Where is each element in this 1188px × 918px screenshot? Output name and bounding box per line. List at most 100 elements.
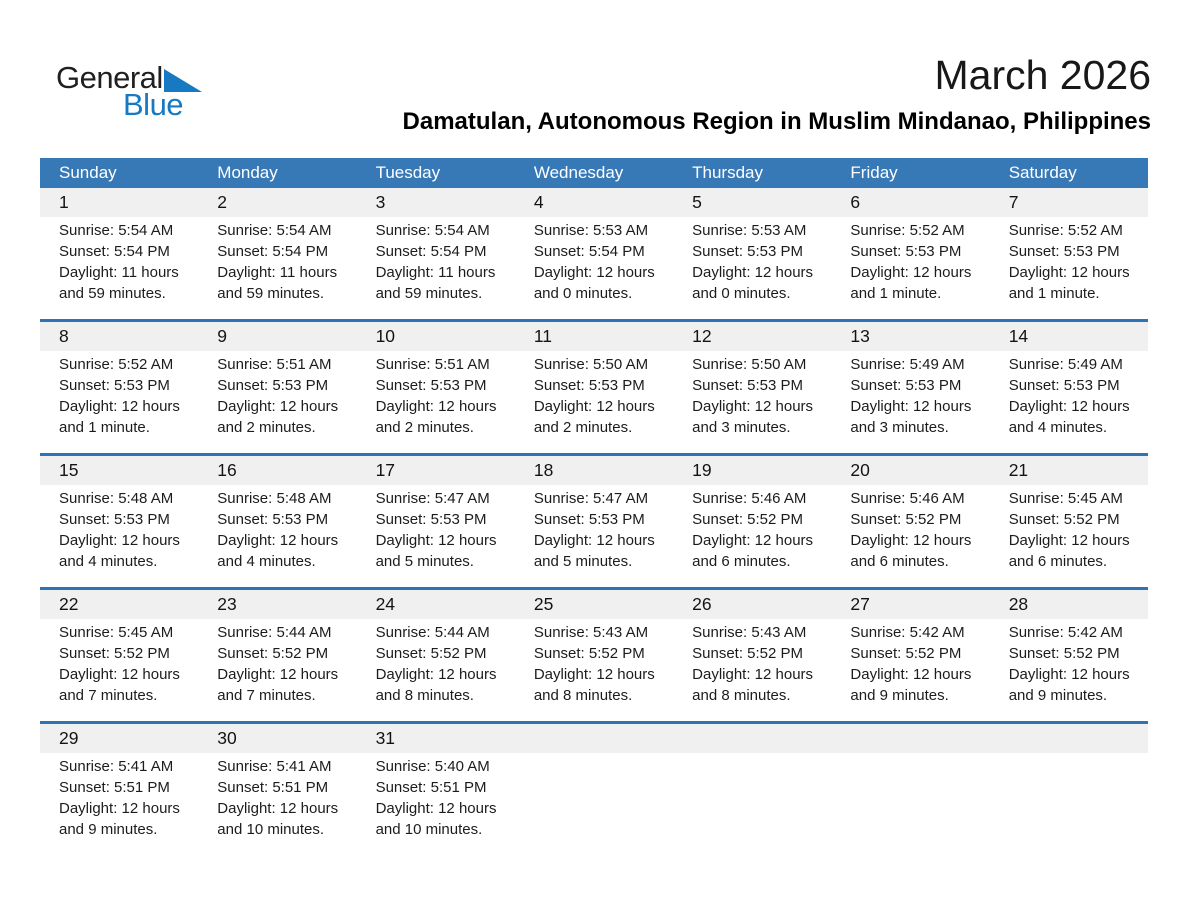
weekday-header-tuesday: Tuesday [375, 163, 441, 182]
day-number: 6 [850, 192, 861, 212]
daylight-text-cont: and 8 minutes. [375, 687, 474, 704]
daylight-text-cont: and 0 minutes. [692, 285, 791, 302]
day-cell: Sunrise: 5:40 AM Sunset: 5:51 PM Daylight:… [357, 753, 515, 855]
daylight-text: Daylight: 12 hours [533, 532, 655, 549]
sunrise-text: Sunrise: 5:53 AM [692, 222, 807, 239]
daylight-text: Daylight: 12 hours [217, 532, 339, 549]
sunset-text: Sunset: 5:52 PM [850, 645, 962, 662]
general-blue-logo: General Blue [56, 62, 202, 120]
day-number-strip: 15 16 17 18 19 20 21 [40, 456, 1148, 485]
sunrise-text: Sunrise: 5:49 AM [850, 356, 965, 373]
sunrise-text: Sunrise: 5:46 AM [850, 490, 965, 507]
day-number: 14 [1008, 326, 1029, 346]
day-cell: Sunrise: 5:47 AM Sunset: 5:53 PM Daylight:… [357, 485, 515, 587]
calendar-week: 1 2 3 4 5 6 7 Sunrise: 5:54 AM Sunset: 5:54 PM Da… [40, 188, 1148, 319]
sunrise-text: Sunrise: 5:50 AM [533, 356, 649, 373]
sunrise-text: Sunrise: 5:53 AM [533, 222, 649, 239]
daylight-text-cont: and 59 minutes. [217, 285, 325, 302]
daylight-text-cont: and 6 minutes. [1008, 553, 1108, 570]
day-cell: Sunrise: 5:44 AM Sunset: 5:52 PM Daylight:… [357, 619, 515, 721]
daylight-text: Daylight: 12 hours [850, 666, 972, 683]
daylight-text-cont: and 7 minutes. [217, 687, 316, 704]
empty-day-cell [831, 753, 989, 855]
sunset-text: Sunset: 5:54 PM [59, 243, 170, 260]
daylight-text-cont: and 1 minute. [1008, 285, 1100, 302]
sunset-text: Sunset: 5:52 PM [1008, 645, 1120, 662]
sunrise-text: Sunrise: 5:51 AM [217, 356, 332, 373]
day-details-row: Sunrise: 5:54 AM Sunset: 5:54 PM Daylight:… [40, 217, 1148, 319]
sunset-text: Sunset: 5:53 PM [375, 377, 487, 394]
daylight-text: Daylight: 12 hours [850, 398, 972, 415]
sunrise-text: Sunrise: 5:48 AM [59, 490, 174, 507]
day-number: 5 [692, 192, 702, 212]
calendar-week: 15 16 17 18 19 20 21 Sunrise: 5:48 AM Sunset: 5:… [40, 453, 1148, 587]
day-cell: Sunrise: 5:47 AM Sunset: 5:53 PM Daylight:… [515, 485, 673, 587]
sunrise-text: Sunrise: 5:41 AM [59, 758, 174, 775]
daylight-text: Daylight: 12 hours [692, 398, 814, 415]
daylight-text: Daylight: 12 hours [533, 666, 655, 683]
sunset-text: Sunset: 5:52 PM [533, 645, 645, 662]
daylight-text-cont: and 4 minutes. [1008, 419, 1108, 436]
calendar-week: 29 30 31 Sunrise: 5:41 AM Sunset: 5:51 PM Day… [40, 721, 1148, 855]
daylight-text: Daylight: 12 hours [59, 800, 180, 817]
day-cell: Sunrise: 5:41 AM Sunset: 5:51 PM Daylight:… [40, 753, 198, 855]
day-cell: Sunrise: 5:42 AM Sunset: 5:52 PM Daylight:… [831, 619, 989, 721]
daylight-text-cont: and 10 minutes. [217, 821, 325, 838]
day-number: 11 [533, 326, 553, 346]
calendar-week: 8 9 10 11 12 13 14 Sunrise: 5:52 AM Sunset: 5:53… [40, 319, 1148, 453]
day-number: 8 [59, 326, 69, 346]
daylight-text: Daylight: 11 hours [217, 264, 338, 281]
sunrise-text: Sunrise: 5:41 AM [217, 758, 332, 775]
daylight-text-cont: and 6 minutes. [850, 553, 949, 570]
day-cell: Sunrise: 5:44 AM Sunset: 5:52 PM Daylight:… [198, 619, 356, 721]
sunset-text: Sunset: 5:53 PM [850, 243, 962, 260]
page-subtitle: Damatulan, Autonomous Region in Muslim M… [402, 108, 1151, 136]
empty-day-cell [515, 753, 673, 855]
daylight-text: Daylight: 12 hours [850, 264, 972, 281]
sunset-text: Sunset: 5:53 PM [533, 511, 645, 528]
weeks-container: 1 2 3 4 5 6 7 Sunrise: 5:54 AM Sunset: 5:54 PM Da… [40, 188, 1148, 855]
day-cell: Sunrise: 5:43 AM Sunset: 5:52 PM Daylight:… [515, 619, 673, 721]
day-cell: Sunrise: 5:46 AM Sunset: 5:52 PM Daylight:… [831, 485, 989, 587]
sunrise-text: Sunrise: 5:42 AM [1008, 624, 1123, 641]
daylight-text-cont: and 4 minutes. [59, 553, 158, 570]
sunset-text: Sunset: 5:52 PM [375, 645, 487, 662]
daylight-text: Daylight: 12 hours [217, 666, 339, 683]
day-number: 17 [375, 460, 396, 480]
sunset-text: Sunset: 5:54 PM [375, 243, 487, 260]
daylight-text: Daylight: 12 hours [59, 398, 180, 415]
day-cell: Sunrise: 5:42 AM Sunset: 5:52 PM Daylight:… [990, 619, 1148, 721]
sunrise-text: Sunrise: 5:43 AM [533, 624, 649, 641]
day-number: 10 [375, 326, 396, 346]
daylight-text-cont: and 2 minutes. [217, 419, 316, 436]
day-cell: Sunrise: 5:45 AM Sunset: 5:52 PM Daylight:… [990, 485, 1148, 587]
sunrise-text: Sunrise: 5:43 AM [692, 624, 807, 641]
day-number: 9 [217, 326, 228, 346]
daylight-text-cont: and 10 minutes. [375, 821, 483, 838]
daylight-text: Daylight: 12 hours [59, 666, 180, 683]
day-cell: Sunrise: 5:49 AM Sunset: 5:53 PM Daylight:… [831, 351, 989, 453]
logo-triangle-icon [163, 69, 202, 92]
sunrise-text: Sunrise: 5:54 AM [59, 222, 174, 239]
daylight-text: Daylight: 12 hours [375, 800, 497, 817]
daylight-text-cont: and 59 minutes. [59, 285, 166, 302]
weekday-header-monday: Monday [217, 163, 278, 182]
sunrise-text: Sunrise: 5:50 AM [692, 356, 807, 373]
calendar-table: Sunday Monday Tuesday Wednesday Thursday… [40, 158, 1148, 855]
sunrise-text: Sunrise: 5:46 AM [692, 490, 807, 507]
sunset-text: Sunset: 5:54 PM [217, 243, 329, 260]
daylight-text-cont: and 9 minutes. [850, 687, 949, 704]
day-cell: Sunrise: 5:50 AM Sunset: 5:53 PM Daylight:… [515, 351, 673, 453]
sunrise-text: Sunrise: 5:44 AM [375, 624, 490, 641]
sunrise-text: Sunrise: 5:52 AM [1008, 222, 1123, 239]
day-number: 23 [217, 594, 237, 614]
daylight-text: Daylight: 12 hours [692, 264, 814, 281]
day-cell: Sunrise: 5:48 AM Sunset: 5:53 PM Daylight:… [40, 485, 198, 587]
day-number: 19 [692, 460, 712, 480]
daylight-text-cont: and 2 minutes. [375, 419, 474, 436]
day-cell: Sunrise: 5:41 AM Sunset: 5:51 PM Daylight:… [198, 753, 356, 855]
sunrise-text: Sunrise: 5:54 AM [375, 222, 490, 239]
daylight-text-cont: and 2 minutes. [533, 419, 633, 436]
sunset-text: Sunset: 5:51 PM [59, 779, 170, 796]
daylight-text-cont: and 5 minutes. [533, 553, 633, 570]
